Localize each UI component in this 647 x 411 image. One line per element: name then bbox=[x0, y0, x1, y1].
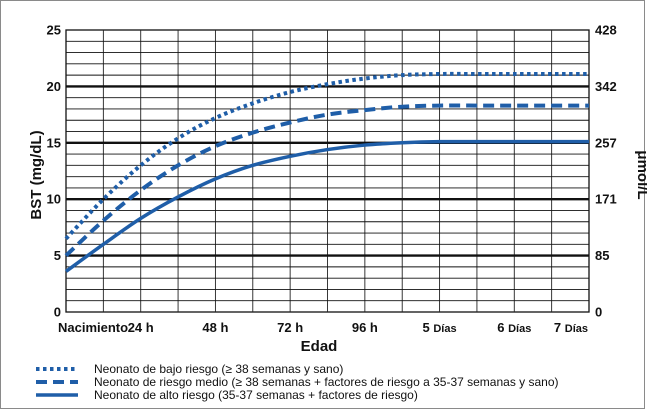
y-tick-label-left: 10 bbox=[47, 192, 61, 207]
y-tick-label-right: 171 bbox=[595, 192, 617, 207]
y-axis-title-left: BST (mg/dL) bbox=[28, 130, 45, 219]
y-tick-label-right: 342 bbox=[595, 79, 617, 94]
x-tick-label: 5 Días bbox=[423, 320, 457, 335]
x-tick-label: 6 Días bbox=[497, 320, 531, 335]
y-tick-label-right: 0 bbox=[595, 305, 602, 320]
y-tick-label-right: 257 bbox=[595, 135, 617, 150]
y-tick-label-right: 428 bbox=[595, 23, 617, 38]
legend-label: Neonato de alto riesgo (35-37 semanas + … bbox=[94, 388, 418, 402]
y-ticks-left: 0 5 10 15 20 25 bbox=[47, 23, 61, 320]
x-tick-label: Nacimiento bbox=[58, 320, 128, 335]
x-axis-title: Edad bbox=[301, 338, 338, 355]
y-tick-label-left: 20 bbox=[47, 79, 61, 94]
x-tick-label: 48 h bbox=[202, 320, 228, 335]
x-tick-label: 96 h bbox=[352, 320, 378, 335]
grid bbox=[66, 30, 589, 312]
y-tick-label-right: 85 bbox=[595, 248, 609, 263]
legend-label: Neonato de riesgo medio (≥ 38 semanas + … bbox=[94, 375, 559, 389]
x-tick-label: 72 h bbox=[277, 320, 303, 335]
x-tick-label: 7 Días bbox=[554, 320, 588, 335]
y-tick-label-left: 5 bbox=[54, 248, 61, 263]
y-tick-label-left: 15 bbox=[47, 135, 61, 150]
y-tick-label-left: 0 bbox=[54, 305, 61, 320]
y-ticks-right: 0 85 171 257 342 428 bbox=[595, 23, 617, 320]
y-tick-label-left: 25 bbox=[47, 23, 61, 38]
legend-label: Neonato de bajo riesgo (≥ 38 semanas y s… bbox=[94, 362, 343, 376]
x-tick-label: 24 h bbox=[128, 320, 154, 335]
legend: Neonato de bajo riesgo (≥ 38 semanas y s… bbox=[36, 362, 559, 402]
y-axis-title-right: μmol/L bbox=[634, 150, 647, 199]
x-ticks: Nacimiento 24 h 48 h 72 h 96 h 5 Días 6 Días 7 … bbox=[58, 320, 588, 335]
